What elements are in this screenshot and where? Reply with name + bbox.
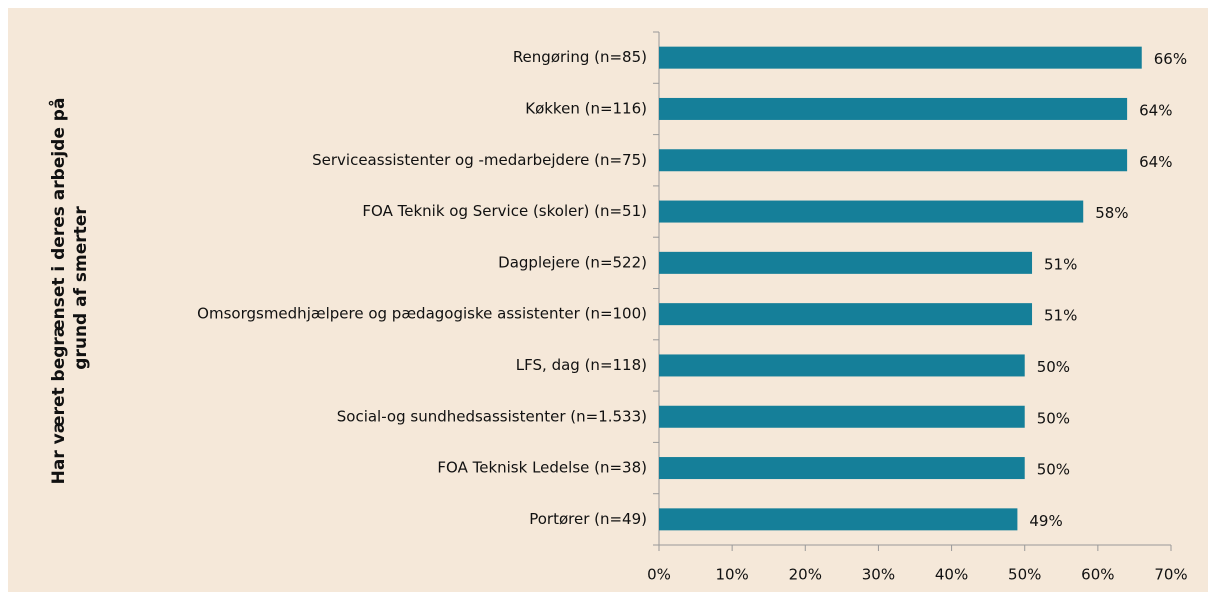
y-tick-label: FOA Teknik og Service (skoler) (n=51)	[362, 202, 647, 220]
x-tick-label: 30%	[862, 566, 895, 584]
x-tick-label: 10%	[715, 566, 748, 584]
value-label: 64%	[1139, 101, 1172, 119]
x-tick-label: 60%	[1081, 566, 1114, 584]
y-tick-label: Rengøring (n=85)	[513, 48, 647, 66]
bar	[659, 303, 1033, 326]
x-tick-label: 0%	[647, 566, 671, 584]
bar	[659, 200, 1084, 223]
x-tick-label: 50%	[1008, 566, 1041, 584]
x-tick-label: 20%	[789, 566, 822, 584]
bar	[659, 97, 1128, 120]
y-tick-label: LFS, dag (n=118)	[516, 356, 647, 374]
y-tick-label: Køkken (n=116)	[525, 99, 647, 117]
bar	[659, 508, 1018, 531]
value-label: 64%	[1139, 153, 1172, 171]
value-label: 51%	[1044, 307, 1077, 325]
y-axis-title-line: Har været begrænset i deres arbejde på	[47, 98, 69, 485]
bar	[659, 405, 1025, 428]
y-tick-label: Social-og sundhedsassistenter (n=1.533)	[337, 407, 647, 425]
background	[8, 8, 1208, 592]
value-label: 58%	[1095, 204, 1128, 222]
bar	[659, 251, 1033, 274]
y-axis-title: Har været begrænset i deres arbejde på g…	[47, 92, 91, 485]
value-label: 50%	[1037, 358, 1070, 376]
bar	[659, 457, 1025, 480]
value-label: 50%	[1037, 409, 1070, 427]
value-label: 49%	[1029, 512, 1062, 530]
y-tick-label: FOA Teknisk Ledelse (n=38)	[437, 459, 647, 477]
bar	[659, 354, 1025, 377]
bar	[659, 46, 1142, 69]
y-tick-label: Dagplejere (n=522)	[498, 253, 647, 271]
value-label: 51%	[1044, 255, 1077, 273]
y-tick-label: Portører (n=49)	[529, 510, 647, 528]
y-tick-label: Serviceassistenter og -medarbejdere (n=7…	[312, 151, 647, 169]
value-label: 66%	[1154, 50, 1187, 68]
y-tick-label: Omsorgsmedhjælpere og pædagogiske assist…	[197, 305, 647, 323]
value-label: 50%	[1037, 461, 1070, 479]
bar	[659, 149, 1128, 172]
y-axis-title-line: grund af smerter	[71, 206, 91, 370]
x-tick-label: 70%	[1154, 566, 1187, 584]
x-tick-label: 40%	[935, 566, 968, 584]
